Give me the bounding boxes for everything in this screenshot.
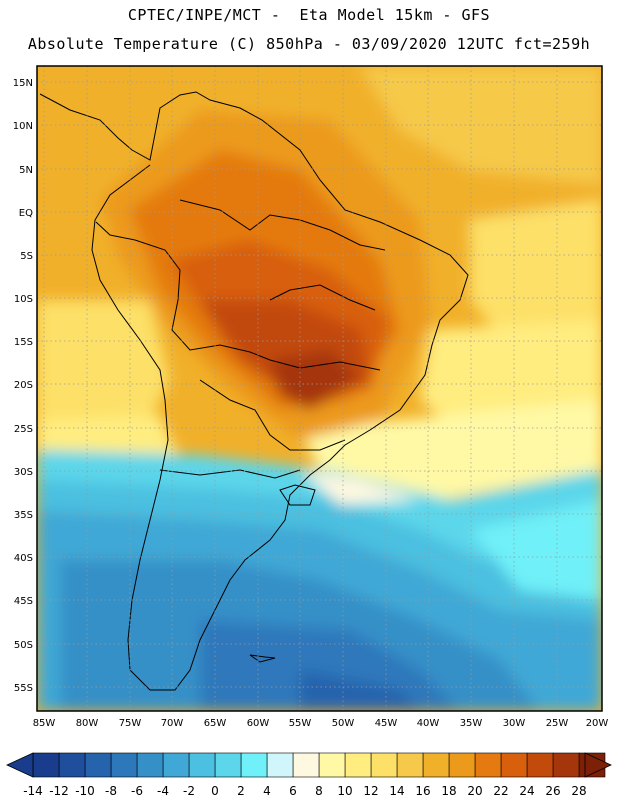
colorbar-swatch xyxy=(214,752,242,778)
colorbar-swatch xyxy=(448,752,476,778)
colorbar-tick-label: 22 xyxy=(493,784,508,798)
lat-label: 15S xyxy=(14,337,33,348)
colorbar-swatch xyxy=(422,752,450,778)
lat-label: 25S xyxy=(14,424,33,435)
colorbar-tick-label: -12 xyxy=(49,784,69,798)
lon-label: 50W xyxy=(332,718,355,729)
colorbar-tick-label: -4 xyxy=(157,784,169,798)
lon-label: 40W xyxy=(417,718,440,729)
colorbar-swatch xyxy=(474,752,502,778)
colorbar-swatch xyxy=(188,752,216,778)
lat-label: 30S xyxy=(14,467,33,478)
latitude-labels: 15N 10N 5N EQ 5S 10S 15S 20S 25S 30S 35S… xyxy=(13,78,33,694)
colorbar-tick-label: 0 xyxy=(211,784,219,798)
lon-label: 35W xyxy=(460,718,483,729)
colorbar-swatch xyxy=(266,752,294,778)
lat-label: EQ xyxy=(19,208,33,219)
colorbar-tick-label: 10 xyxy=(337,784,352,798)
colorbar-swatch xyxy=(162,752,190,778)
colorbar-swatch xyxy=(370,752,398,778)
colorbar-tick-label: 14 xyxy=(389,784,404,798)
colorbar-swatch xyxy=(84,752,112,778)
colorbar-swatch xyxy=(292,752,320,778)
colorbar-swatch xyxy=(500,752,528,778)
colorbar-swatch xyxy=(110,752,138,778)
lon-label: 80W xyxy=(76,718,99,729)
temperature-field xyxy=(37,66,602,711)
colorbar-labels: -14 -12 -10 -8 -6 -4 -2 0 2 4 6 8 10 12 … xyxy=(23,784,586,798)
colorbar-tick-label: 20 xyxy=(467,784,482,798)
chart-title-line1: CPTEC/INPE/MCT - Eta Model 15km - GFS xyxy=(127,6,491,24)
lon-label: 60W xyxy=(247,718,270,729)
lat-label: 35S xyxy=(14,510,33,521)
colorbar-swatch xyxy=(136,752,164,778)
lon-label: 30W xyxy=(503,718,526,729)
temperature-colorbar xyxy=(6,752,612,778)
colorbar-tick-label: -2 xyxy=(183,784,195,798)
lat-label: 10S xyxy=(14,294,33,305)
lon-label: 25W xyxy=(546,718,569,729)
colorbar-tick-label: -10 xyxy=(75,784,95,798)
colorbar-tick-label: 6 xyxy=(289,784,297,798)
lon-label: 85W xyxy=(33,718,56,729)
lon-label: 70W xyxy=(161,718,184,729)
colorbar-swatch xyxy=(344,752,372,778)
lat-label: 55S xyxy=(14,683,33,694)
colorbar-tick-label: 2 xyxy=(237,784,245,798)
colorbar-high-arrow xyxy=(584,752,612,778)
colorbar-swatch xyxy=(526,752,554,778)
colorbar-tick-label: -14 xyxy=(23,784,43,798)
colorbar-swatch xyxy=(396,752,424,778)
lon-label: 45W xyxy=(375,718,398,729)
lat-label: 5N xyxy=(19,165,33,176)
colorbar-tick-label: 16 xyxy=(415,784,430,798)
longitude-labels: 85W 80W 75W 70W 65W 60W 55W 50W 45W 40W … xyxy=(33,718,609,729)
colorbar-tick-label: 18 xyxy=(441,784,456,798)
lat-label: 20S xyxy=(14,380,33,391)
coastline-outline xyxy=(39,91,469,691)
colorbar-tick-label: 26 xyxy=(545,784,560,798)
lat-label: 45S xyxy=(14,596,33,607)
colorbar-swatch xyxy=(240,752,268,778)
colorbar-tick-label: 4 xyxy=(263,784,271,798)
lat-label: 15N xyxy=(13,78,33,89)
colorbar-tick-label: 8 xyxy=(315,784,323,798)
chart-title-line2: Absolute Temperature (C) 850hPa - 03/09/… xyxy=(27,35,591,53)
colorbar-tick-label: -8 xyxy=(105,784,117,798)
colorbar-tick-label: 12 xyxy=(363,784,378,798)
colorbar-tick-label: 28 xyxy=(571,784,586,798)
colorbar-tick-label: 24 xyxy=(519,784,534,798)
lat-label: 50S xyxy=(14,640,33,651)
lat-label: 5S xyxy=(20,251,33,262)
lon-label: 65W xyxy=(204,718,227,729)
lat-label: 40S xyxy=(14,553,33,564)
colorbar-low-arrow xyxy=(6,752,34,778)
colorbar-swatch xyxy=(552,752,580,778)
colorbar-swatch xyxy=(32,752,60,778)
lon-label: 20W xyxy=(586,718,609,729)
colorbar-tick-label: -6 xyxy=(131,784,143,798)
lon-label: 55W xyxy=(289,718,312,729)
colorbar-swatch xyxy=(58,752,86,778)
map-frame xyxy=(36,65,603,712)
lat-label: 10N xyxy=(13,121,33,132)
lon-label: 75W xyxy=(119,718,142,729)
colorbar-swatch xyxy=(318,752,346,778)
